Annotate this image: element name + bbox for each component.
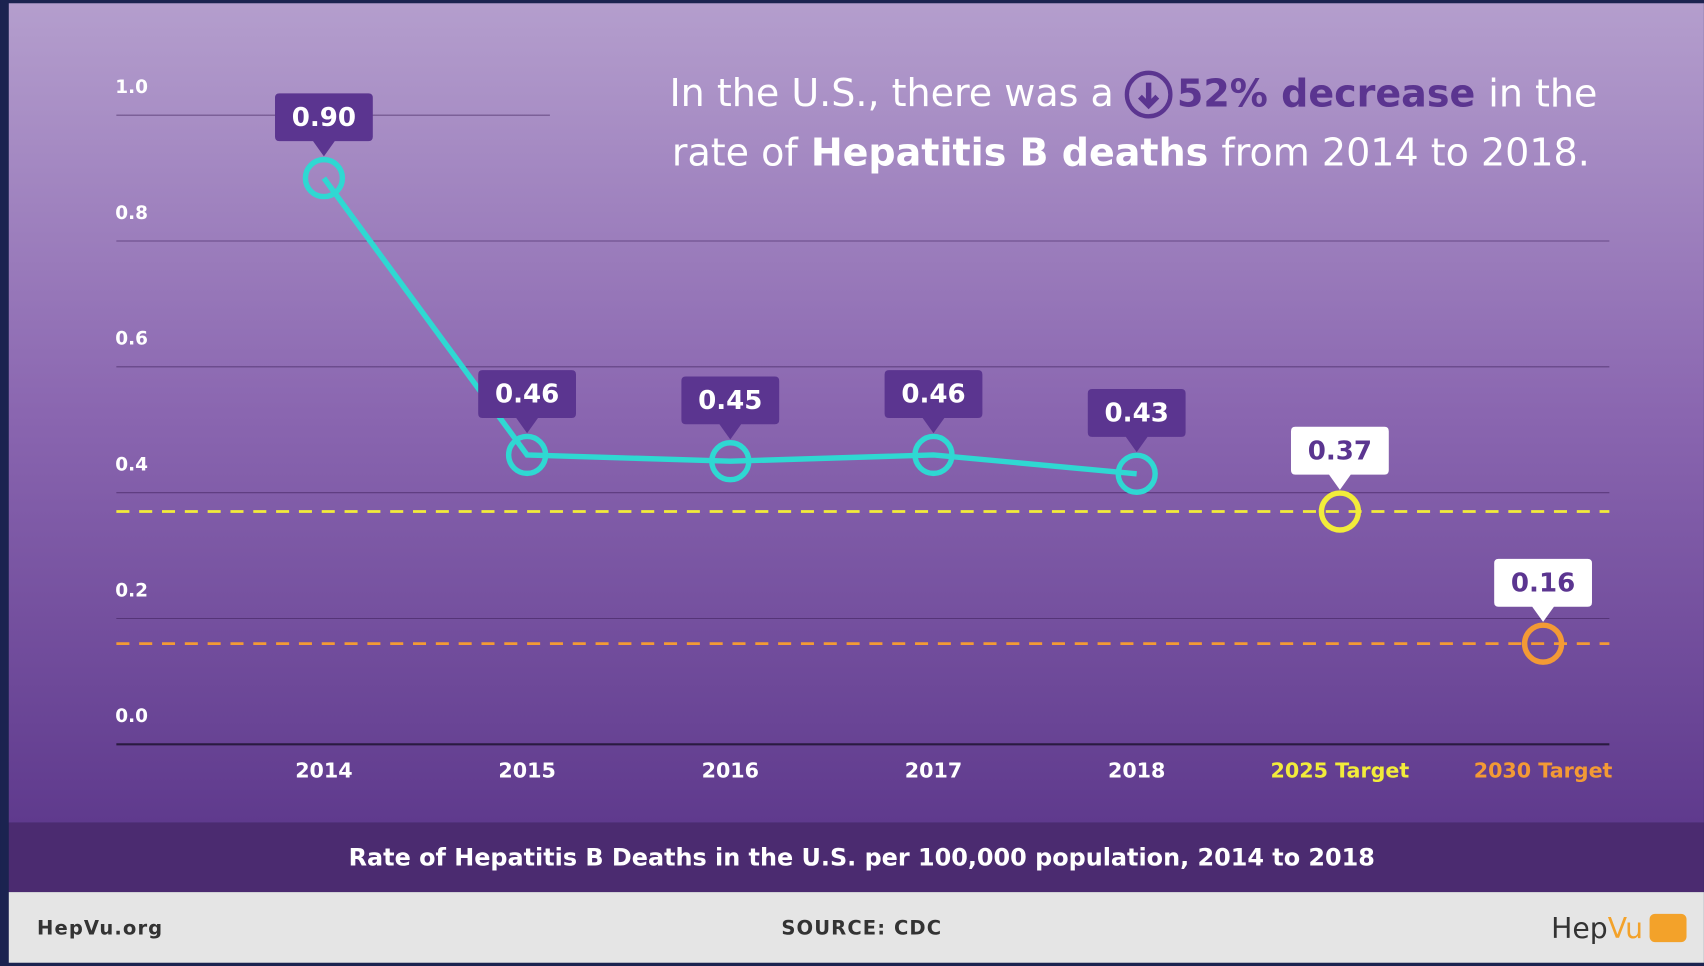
logo-icon [1649, 913, 1687, 943]
y-tick-label: 0.8 [115, 203, 148, 224]
data-label: 0.45 [698, 386, 762, 416]
callout [681, 376, 780, 440]
data-point [1115, 452, 1158, 495]
plot-background [8, 3, 1704, 823]
callout [884, 370, 983, 434]
callout [1290, 426, 1389, 490]
data-label: 0.43 [1105, 399, 1169, 429]
headline-text: from 2014 to 2018. [1221, 130, 1589, 174]
data-label: 0.46 [901, 380, 965, 410]
x-tick-label: 2030 Target [1474, 758, 1613, 782]
headline-emphasis: Hepatitis B deaths [811, 130, 1208, 174]
title-band [8, 822, 1704, 893]
headline: 52% decrease in the [1177, 71, 1598, 115]
data-point [912, 433, 955, 477]
callout [1494, 558, 1592, 622]
x-tick-label: 2015 [498, 758, 555, 782]
y-tick-label: 0.0 [115, 706, 148, 727]
y-tick-label: 0.2 [115, 580, 148, 601]
data-point [302, 156, 346, 200]
site-name: HepVu.org [37, 917, 163, 940]
headline-text: In the U.S., there was a [669, 71, 1113, 115]
callout [1087, 389, 1186, 453]
data-label: 0.90 [292, 103, 356, 133]
down-arrow-icon [1124, 70, 1173, 119]
logo-part: Vu [1608, 912, 1643, 945]
footer [8, 892, 1704, 963]
callout [275, 93, 373, 157]
chart-title: Rate of Hepatitis B Deaths in the U.S. p… [349, 843, 1375, 871]
data-point [1521, 622, 1565, 665]
y-tick-label: 0.6 [115, 329, 148, 350]
data-label: 0.16 [1511, 568, 1575, 598]
x-tick-label: 2017 [905, 758, 962, 782]
x-tick-label: 2018 [1108, 758, 1165, 782]
y-tick-label: 0.4 [115, 455, 148, 476]
data-label: 0.37 [1308, 436, 1372, 466]
x-tick-label: 2025 Target [1271, 758, 1410, 782]
y-tick-label: 1.0 [115, 77, 148, 98]
source: SOURCE: CDC [781, 917, 942, 940]
x-tick-label: 2014 [295, 758, 352, 782]
headline-emphasis: 52% decrease [1177, 71, 1475, 115]
down-arrow-icon [1138, 82, 1160, 110]
headline-text: in the [1488, 71, 1597, 115]
data-point [1318, 490, 1362, 533]
data-point [505, 433, 549, 477]
data-point [709, 440, 752, 483]
logo-part: Hep [1551, 912, 1608, 945]
logo: HepVu [1551, 912, 1643, 945]
x-tick-label: 2016 [702, 758, 759, 782]
headline-text: rate of [672, 130, 800, 174]
data-label: 0.46 [495, 380, 559, 410]
callout [478, 370, 576, 434]
data-line [321, 176, 1137, 477]
headline: rate of Hepatitis B deaths from 2014 to 20… [672, 130, 1590, 174]
